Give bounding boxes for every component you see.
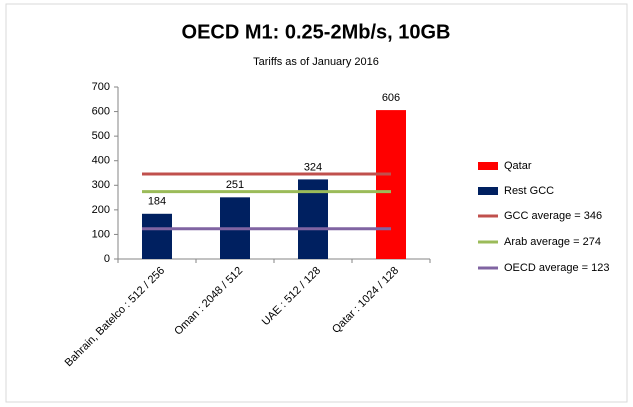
y-tick-label: 100 — [92, 228, 110, 240]
legend-swatch — [478, 162, 498, 170]
legend-label: OECD average = 123 — [504, 262, 609, 274]
legend-swatch — [478, 187, 498, 195]
data-label: 184 — [148, 196, 166, 208]
y-tick-label: 200 — [92, 204, 110, 216]
bar — [142, 213, 172, 259]
y-tick-label: 700 — [92, 81, 110, 93]
data-label: 324 — [304, 161, 322, 173]
legend-label: Arab average = 274 — [504, 236, 601, 248]
y-tick-label: 500 — [92, 130, 110, 142]
y-tick-label: 600 — [92, 105, 110, 117]
data-label: 606 — [382, 92, 400, 104]
chart-title: OECD M1: 0.25-2Mb/s, 10GB — [182, 21, 451, 43]
y-tick-label: 0 — [104, 253, 110, 265]
data-label: 251 — [226, 179, 244, 191]
chart-subtitle: Tariffs as of January 2016 — [253, 56, 379, 68]
legend-label: Rest GCC — [504, 185, 554, 197]
y-tick-label: 400 — [92, 155, 110, 167]
bar — [376, 110, 406, 260]
y-tick-label: 300 — [92, 179, 110, 191]
legend-label: Qatar — [504, 160, 532, 172]
legend-label: GCC average = 346 — [504, 210, 602, 222]
